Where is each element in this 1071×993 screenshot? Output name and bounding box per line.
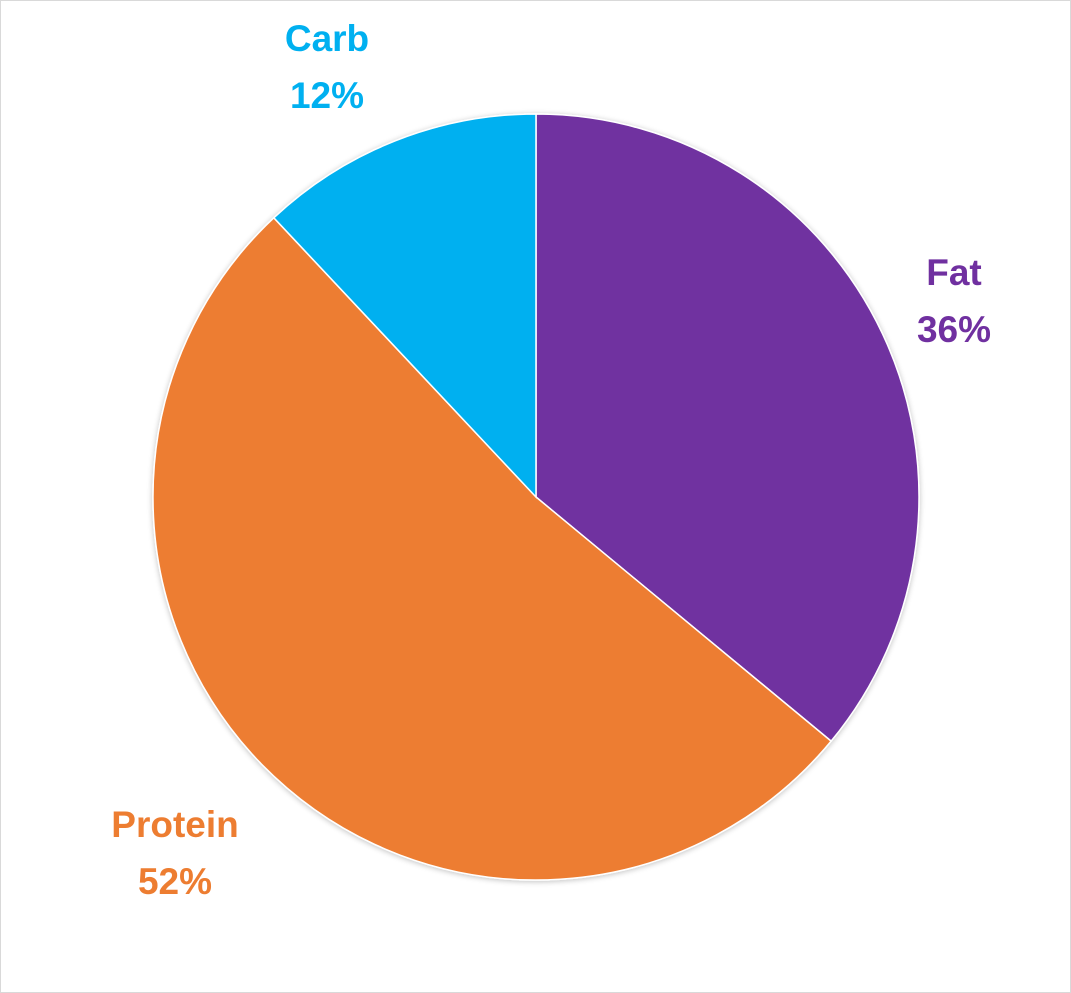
data-label-value: 36% [917,309,991,350]
data-label-value: 52% [138,861,212,902]
data-labels: Fat 36% Protein 52% Carb 12% [111,18,991,902]
data-label-protein: Protein 52% [111,804,238,902]
data-label-name: Fat [926,252,982,293]
data-label-name: Carb [285,18,369,59]
pie-slice-fat [535,113,920,743]
data-label-fat: Fat 36% [917,252,991,350]
data-label-carb: Carb 12% [285,18,369,116]
pie-slice-carb [272,113,537,499]
pie-slice-protein [152,216,833,881]
data-label-value: 12% [290,75,364,116]
data-label-name: Protein [111,804,238,845]
pie-slices [152,113,920,881]
